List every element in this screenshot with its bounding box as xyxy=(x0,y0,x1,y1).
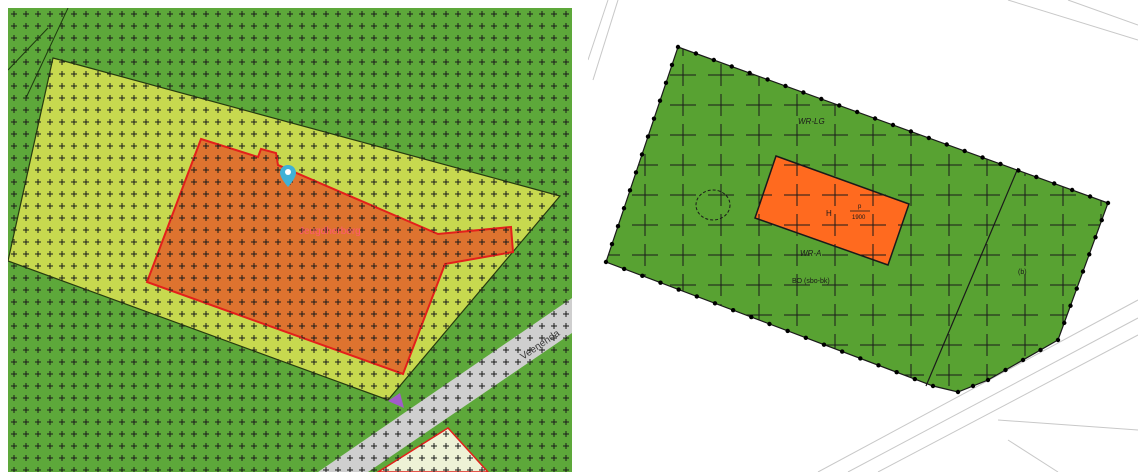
boundary-dot xyxy=(640,273,645,278)
boundary-dot xyxy=(651,116,657,121)
boundary-dot xyxy=(658,280,663,285)
boundary-dot xyxy=(962,148,967,154)
boundary-dot xyxy=(801,90,806,95)
boundary-dot xyxy=(926,135,932,141)
left-map-canvas[interactable]: Veenenda Jeugdherberg xyxy=(8,8,572,472)
boundary-dot xyxy=(783,83,788,89)
boundary-dot xyxy=(747,70,752,76)
boundary-dot xyxy=(1099,217,1104,223)
boundary-dot xyxy=(1034,174,1039,180)
boundary-dot xyxy=(603,259,609,265)
side-label: (b) xyxy=(1018,269,1027,276)
boundary-dot xyxy=(645,134,651,139)
boundary-dot xyxy=(1020,357,1026,363)
triangle-marker-icon[interactable] xyxy=(388,393,404,408)
building-label: Jeugdherberg xyxy=(299,226,361,237)
left-map-panel[interactable]: Veenenda Jeugdherberg xyxy=(8,8,572,472)
right-map-canvas[interactable]: WR-LG WR-A H p 1900 BO (sbo-bk) (b) xyxy=(588,0,1138,472)
boundary-dot xyxy=(1093,235,1098,240)
boundary-dot xyxy=(970,383,976,389)
boundary-dot xyxy=(749,314,754,320)
boundary-dot xyxy=(985,377,991,383)
boundary-dot xyxy=(854,109,860,115)
boundary-dot xyxy=(675,44,681,50)
road-hatch xyxy=(318,298,572,472)
building-hatch xyxy=(755,156,909,265)
boundary-dot xyxy=(1038,347,1043,353)
boundary-dot xyxy=(1080,269,1086,274)
zone-label-top: WR-LG xyxy=(798,117,825,126)
boundary-dot xyxy=(627,188,633,193)
right-map-panel[interactable]: WR-LG WR-A H p 1900 BO (sbo-bk) (b) xyxy=(588,0,1138,472)
boundary-dot xyxy=(765,77,770,82)
tree-symbol xyxy=(695,189,731,221)
boundary-dot xyxy=(819,96,824,102)
building-hatch xyxy=(147,139,513,374)
boundary-dot xyxy=(890,122,896,128)
boundary-dot xyxy=(711,57,717,63)
boundary-dot xyxy=(803,335,809,340)
boundary-dot xyxy=(912,376,918,382)
boundary-dot xyxy=(1087,252,1092,257)
map-pin-icon[interactable] xyxy=(280,165,296,187)
boundary-dot xyxy=(955,389,961,395)
boundary-dot xyxy=(858,356,863,361)
boundary-dot xyxy=(639,152,645,157)
boundary-dot xyxy=(998,161,1003,167)
boundary-dot xyxy=(1016,168,1021,173)
boundary-dot xyxy=(980,155,985,160)
bo-label: BO (sbo-bk) xyxy=(792,278,830,285)
boundary-dots xyxy=(603,44,1111,395)
boundary-dot xyxy=(839,349,845,354)
boundary-dot xyxy=(837,103,842,108)
boundary-dot xyxy=(669,62,675,68)
boundary-dot xyxy=(621,206,627,211)
boundary-dot xyxy=(876,363,881,368)
boundary-dot xyxy=(767,321,772,327)
boundary-dot xyxy=(633,170,639,175)
boundary-dot xyxy=(1068,303,1073,308)
boundary-dot xyxy=(729,64,734,69)
boundary-dot xyxy=(821,342,827,347)
boundary-dot xyxy=(676,287,681,292)
zone-divider xyxy=(925,167,1019,387)
boundary-dot xyxy=(621,266,627,272)
boundary-line xyxy=(8,27,49,71)
boundary-dot xyxy=(693,51,699,56)
boundary-dot xyxy=(908,129,914,134)
boundary-dot xyxy=(1074,286,1079,291)
boundary-dot xyxy=(657,98,663,103)
boundary-dot xyxy=(1062,320,1067,326)
zone-label-bottom: WR-A xyxy=(800,249,821,258)
boundary-dot xyxy=(730,308,736,313)
boundary-dot xyxy=(615,223,621,229)
building-code: H xyxy=(826,209,832,218)
building-year: 1900 xyxy=(852,215,866,221)
boundary-dot xyxy=(663,80,669,86)
building-year-label: p xyxy=(858,204,862,210)
boundary-dot xyxy=(1069,187,1075,193)
neighbor-parcel-hatch xyxy=(378,428,488,472)
boundary-dot xyxy=(944,142,949,147)
boundary-dot xyxy=(1055,337,1061,343)
boundary-dot xyxy=(1105,200,1111,206)
background-lines xyxy=(588,0,1138,472)
boundary-dot xyxy=(1003,367,1008,373)
boundary-dot xyxy=(712,301,718,306)
boundary-dot xyxy=(930,383,936,389)
boundary-line xyxy=(25,8,69,99)
boundary-dot xyxy=(785,328,790,334)
boundary-dot xyxy=(894,370,899,375)
boundary-dot xyxy=(872,116,878,121)
boundary-dot xyxy=(1052,181,1057,186)
boundary-dot xyxy=(609,241,615,247)
boundary-dot xyxy=(1087,194,1093,199)
boundary-dot xyxy=(694,294,700,299)
